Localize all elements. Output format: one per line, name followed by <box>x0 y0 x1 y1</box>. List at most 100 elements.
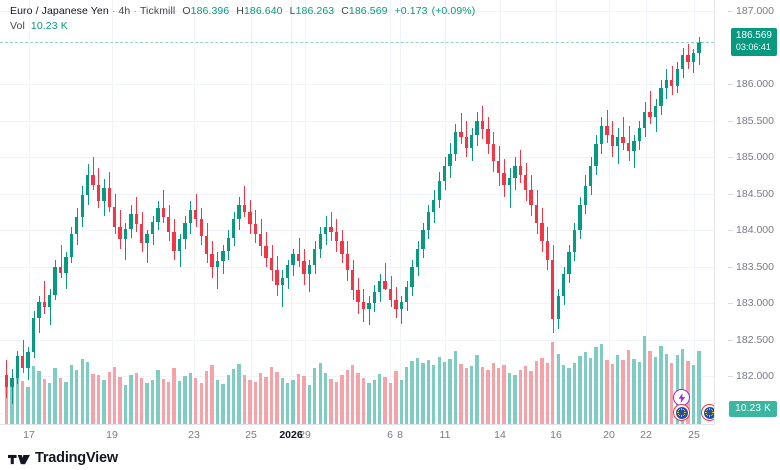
volume-bar <box>286 382 290 424</box>
gridline-h-6 <box>0 267 714 268</box>
candle-body <box>21 356 25 368</box>
candle-body <box>361 301 366 310</box>
gridline-v-0 <box>29 0 30 424</box>
candle-body <box>226 237 230 251</box>
volume-bar <box>507 372 512 424</box>
candle-body <box>388 288 393 300</box>
price-axis[interactable]: 187.000 186.000 185.500 185.000 184.500 184.0… <box>714 0 780 424</box>
price-tick-dash <box>728 303 734 305</box>
volume-bar <box>69 364 74 424</box>
time-tick-16: 16 <box>550 429 562 441</box>
volume-bar <box>561 365 566 424</box>
volume-bar <box>659 346 663 424</box>
candle-body <box>643 111 647 128</box>
candle-body <box>588 165 593 187</box>
time-tick-23: 23 <box>188 429 200 441</box>
candle-body <box>383 281 387 289</box>
time-tick-29: 29 <box>299 429 311 441</box>
candle-body <box>264 246 268 259</box>
candle-body <box>340 241 344 254</box>
gridline-h-7 <box>0 303 714 304</box>
volume-bar <box>80 359 84 424</box>
candle-body <box>556 296 560 320</box>
candle-wick <box>50 288 51 326</box>
volume-bar <box>605 359 609 424</box>
volume-bar <box>75 369 79 424</box>
candle-body <box>215 260 220 267</box>
candle-wick <box>461 113 462 144</box>
price-tick-dash <box>728 230 734 232</box>
candle-body <box>313 248 317 266</box>
candle-body <box>145 233 149 244</box>
volume-bar <box>405 366 409 424</box>
volume-bar <box>567 367 571 424</box>
price-tick-6: 183.500 <box>728 261 774 273</box>
candle-wick <box>385 263 386 291</box>
volume-bar <box>529 371 533 424</box>
volume-bar <box>161 379 166 424</box>
candle-body <box>129 214 133 229</box>
volume-bar <box>410 361 414 424</box>
time-tick-20: 20 <box>603 429 615 441</box>
economic-event-eu-flag-1[interactable] <box>673 404 690 421</box>
chart-plot-area[interactable] <box>0 0 718 424</box>
volume-bar <box>534 361 539 424</box>
candle-body <box>399 301 404 310</box>
volume-bar <box>275 371 279 424</box>
candle-body <box>367 303 371 310</box>
time-axis[interactable]: 17 19 23 25 29 2026 6 8 11 14 16 20 22 25 <box>0 424 780 446</box>
volume-bar <box>329 379 333 424</box>
tradingview-logo[interactable]: TradingView <box>8 450 118 466</box>
tradingview-mark-icon <box>8 454 30 465</box>
volume-bar <box>259 373 263 424</box>
gridline-v-7 <box>400 0 401 424</box>
candle-body <box>356 290 360 302</box>
candle-body <box>664 80 669 88</box>
candle-body <box>194 209 198 220</box>
price-tick-5: 184.000 <box>728 224 774 236</box>
volume-bar <box>123 384 128 424</box>
time-axis-border <box>0 424 714 425</box>
time-tick-8: 8 <box>397 429 403 441</box>
candle-body <box>280 277 285 286</box>
candle-body <box>253 224 257 234</box>
volume-bar <box>118 376 122 424</box>
candle-body <box>42 301 47 308</box>
candle-body <box>610 135 614 147</box>
candle-wick <box>309 259 310 293</box>
volume-bar <box>594 346 598 424</box>
candle-body <box>172 231 176 251</box>
volume-bar <box>242 374 247 424</box>
price-tick-dash <box>728 339 734 341</box>
volume-bar <box>291 380 295 424</box>
candle-wick <box>607 109 608 143</box>
candle-body <box>426 212 431 231</box>
gridline-v-6 <box>390 0 391 424</box>
volume-bar <box>264 376 268 424</box>
candle-body <box>296 253 301 261</box>
candle-body <box>242 204 247 212</box>
gridline-h-3 <box>0 157 714 158</box>
gridline-h-1 <box>0 84 714 85</box>
volume-bar <box>448 359 452 424</box>
candle-body <box>221 250 225 261</box>
volume-bar <box>31 366 36 424</box>
gridline-v-11 <box>609 0 610 424</box>
volume-bar <box>340 375 344 424</box>
candle-body <box>4 375 9 388</box>
eu-stars <box>676 407 688 419</box>
volume-bar <box>599 344 604 424</box>
candle-body <box>183 222 187 240</box>
candle-body <box>545 241 550 260</box>
candle-body <box>405 287 409 302</box>
candle-body <box>85 175 90 196</box>
candle-body <box>448 153 452 166</box>
price-tick-4: 184.500 <box>728 188 774 200</box>
candle-body <box>302 260 306 275</box>
candle-body <box>507 177 512 185</box>
candle-body <box>318 233 322 249</box>
candle-body <box>112 206 117 227</box>
candle-body <box>675 69 679 86</box>
volume-bar <box>253 381 257 424</box>
